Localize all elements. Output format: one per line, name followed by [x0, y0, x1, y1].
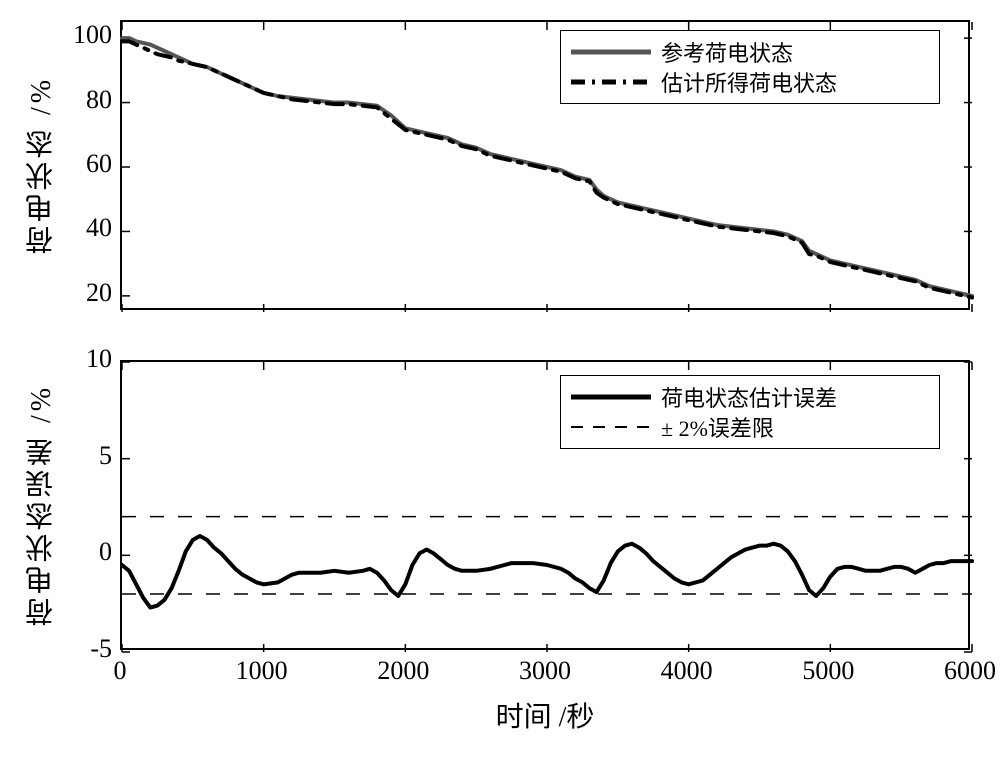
xtick-label: 3000: [515, 656, 575, 686]
legend-text: ± 2%误差限: [661, 411, 774, 443]
xtick-label: 5000: [798, 656, 858, 686]
bottom-xlabel: 时间 /秒: [120, 695, 970, 735]
xtick-label: 1000: [232, 656, 292, 686]
legend-text: 参考荷电状态: [661, 36, 793, 68]
ytick-label: 100: [73, 20, 112, 50]
bottom-legend: 荷电状态估计误差 ± 2%误差限: [560, 375, 940, 449]
ytick-label: 20: [86, 278, 112, 308]
legend-text: 荷电状态估计误差: [661, 381, 837, 413]
legend-swatch-solid: [571, 382, 651, 412]
xtick-label: 6000: [940, 656, 1000, 686]
ytick-label: 80: [86, 85, 112, 115]
ytick-label: 5: [99, 441, 112, 471]
ytick-label: 0: [99, 537, 112, 567]
legend-swatch-solid: [571, 37, 651, 67]
ytick-label: 60: [86, 149, 112, 179]
top-legend: 参考荷电状态 估计所得荷电状态: [560, 30, 940, 104]
figure: 荷电状态 /% 荷电状态误差 /% 时间 /秒 2040608010001000…: [0, 0, 1000, 759]
legend-swatch-dashdot: [571, 67, 651, 97]
ytick-label: 40: [86, 213, 112, 243]
xtick-label: 2000: [373, 656, 433, 686]
bottom-ylabel: 荷电状态误差 /%: [22, 360, 62, 650]
ytick-label: 10: [86, 344, 112, 374]
xtick-label: 4000: [657, 656, 717, 686]
legend-text: 估计所得荷电状态: [661, 66, 837, 98]
ytick-label: -5: [90, 634, 112, 664]
top-ylabel: 荷电状态 /%: [22, 30, 62, 300]
legend-swatch-dashed: [571, 412, 651, 442]
